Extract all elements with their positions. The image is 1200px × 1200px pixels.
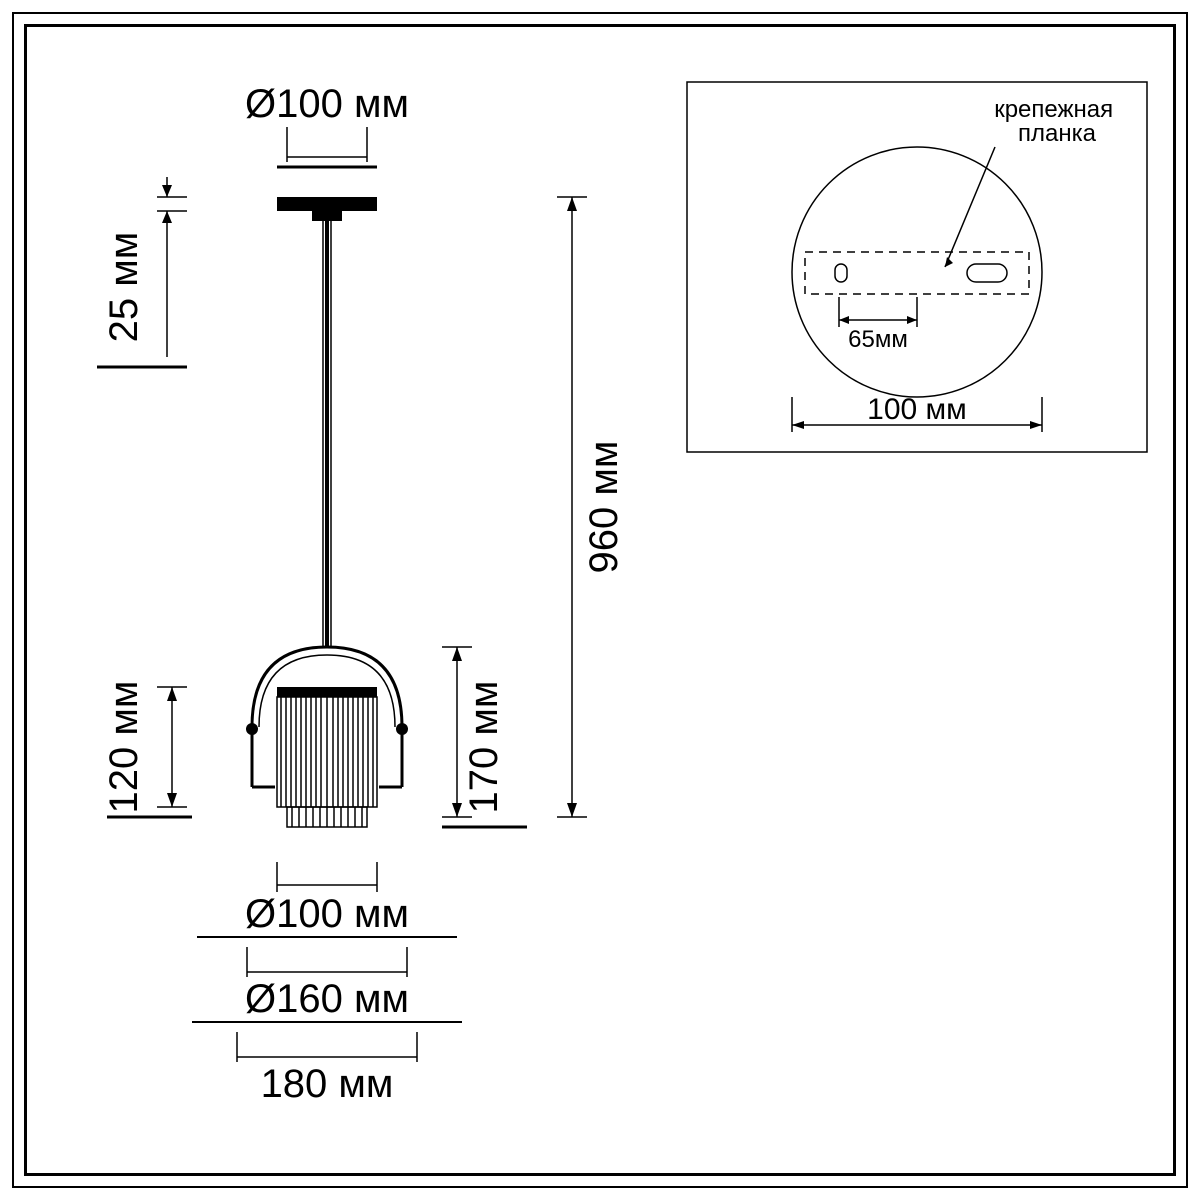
page: Ø100 мм 25 мм [0, 0, 1200, 1200]
dim-bracket-height: 170 мм [442, 647, 527, 827]
dim-top-diameter: Ø100 мм [245, 82, 409, 167]
svg-text:крепежная планка: крепежная планка [994, 96, 1120, 147]
svg-text:Ø100 мм: Ø100 мм [245, 82, 409, 126]
dim-canopy-height: 25 мм [97, 177, 187, 367]
svg-text:170 мм: 170 мм [462, 681, 506, 814]
svg-text:120 мм: 120 мм [102, 681, 146, 814]
svg-text:100 мм: 100 мм [867, 393, 967, 426]
diagram-svg: Ø100 мм 25 мм [27, 27, 1179, 1179]
inner-frame: Ø100 мм 25 мм [24, 24, 1176, 1176]
dim-bracket-diameter: Ø160 мм [192, 947, 462, 1022]
svg-text:25 мм: 25 мм [102, 232, 146, 343]
dim-shade-diameter: Ø100 мм [197, 862, 457, 937]
svg-text:Ø160 мм: Ø160 мм [245, 977, 409, 1021]
svg-text:180 мм: 180 мм [261, 1062, 394, 1106]
dim-shade-height: 120 мм [102, 681, 192, 817]
svg-text:Ø100 мм: Ø100 мм [245, 892, 409, 936]
svg-text:960 мм: 960 мм [582, 441, 626, 574]
inset: крепежная планка 65мм 100 мм [687, 82, 1147, 452]
svg-text:65мм: 65мм [848, 326, 908, 353]
shade [277, 687, 377, 827]
canopy [277, 197, 377, 221]
dim-total-height: 960 мм [557, 197, 626, 817]
dim-overall-width: 180 мм [237, 1032, 417, 1106]
